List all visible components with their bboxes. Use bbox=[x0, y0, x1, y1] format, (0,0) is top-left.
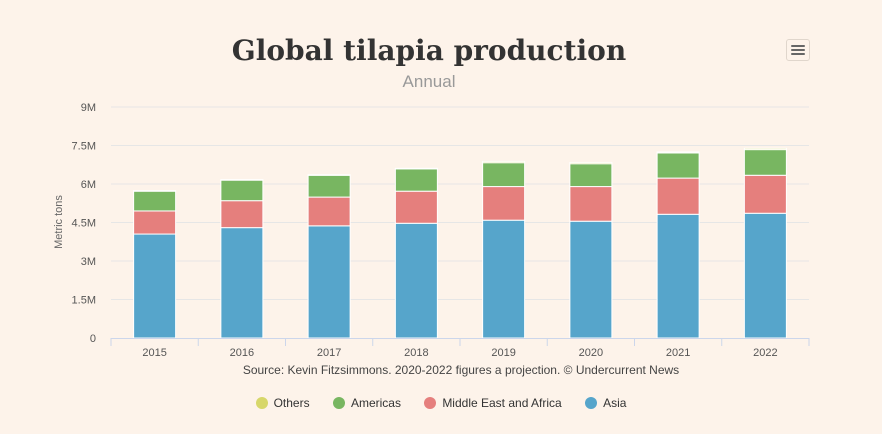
bar-middle-east-and-africa-2018[interactable] bbox=[394, 190, 438, 224]
y-tick-label: 3M bbox=[81, 256, 96, 268]
bar-asia-2021[interactable] bbox=[656, 213, 700, 339]
bar-americas-2016[interactable] bbox=[220, 179, 264, 202]
grid-lines bbox=[111, 106, 809, 300]
legend-item-others[interactable]: Others bbox=[255, 396, 310, 410]
bar-americas-2017[interactable] bbox=[307, 174, 351, 198]
source-note: Source: Kevin Fitzsimmons. 2020-2022 fig… bbox=[242, 363, 680, 377]
bar-asia-2016[interactable] bbox=[220, 227, 264, 339]
legend: Others Americas Middle East and Africa A… bbox=[0, 396, 882, 410]
hamburger-menu-icon bbox=[791, 53, 805, 55]
bar-americas-2021[interactable] bbox=[656, 152, 700, 179]
y-axis-title: Metric tons bbox=[53, 195, 65, 249]
x-tick-label: 2021 bbox=[666, 347, 690, 359]
y-tick-label: 7.5M bbox=[72, 141, 96, 153]
x-tick-label: 2015 bbox=[142, 347, 166, 359]
bar-middle-east-and-africa-2020[interactable] bbox=[569, 186, 613, 222]
bar-asia-2018[interactable] bbox=[394, 222, 438, 339]
bar-middle-east-and-africa-2017[interactable] bbox=[307, 196, 351, 227]
chart-subtitle: Annual bbox=[402, 72, 456, 91]
bar-others-2017[interactable] bbox=[307, 174, 351, 176]
bar-asia-2017[interactable] bbox=[307, 225, 351, 339]
x-tick-label: 2016 bbox=[230, 347, 254, 359]
chart-title: Global tilapia production bbox=[231, 34, 627, 67]
bar-middle-east-and-africa-2016[interactable] bbox=[220, 200, 264, 229]
legend-item-middle-east-africa[interactable]: Middle East and Africa bbox=[424, 396, 562, 410]
bar-asia-2020[interactable] bbox=[569, 220, 613, 339]
legend-dot-icon bbox=[332, 397, 345, 409]
bar-americas-2020[interactable] bbox=[569, 163, 613, 188]
legend-dot-icon bbox=[424, 397, 437, 409]
bar-middle-east-and-africa-2015[interactable] bbox=[133, 210, 177, 235]
bar-middle-east-and-africa-2022[interactable] bbox=[743, 174, 787, 214]
legend-dot-icon bbox=[255, 397, 268, 409]
y-tick-label: 6M bbox=[81, 179, 96, 191]
chart-menu-button[interactable] bbox=[786, 39, 810, 61]
legend-label: Middle East and Africa bbox=[442, 396, 562, 410]
axes: 0 1.5M 3M 4.5M 6M 7.5M 9M 2015 2016 2017 2018 2019 2… bbox=[72, 102, 810, 359]
bar-others-2016[interactable] bbox=[220, 179, 264, 181]
legend-label: Others bbox=[273, 396, 310, 410]
legend-dot-icon bbox=[585, 397, 598, 409]
y-tick-label: 0 bbox=[90, 333, 96, 345]
bars bbox=[133, 147, 787, 339]
bar-others-2015[interactable] bbox=[133, 190, 177, 192]
bar-middle-east-and-africa-2021[interactable] bbox=[656, 177, 700, 215]
y-tick-label: 4.5M bbox=[72, 218, 96, 230]
bar-americas-2018[interactable] bbox=[394, 168, 438, 192]
bar-americas-2015[interactable] bbox=[133, 190, 177, 212]
bar-asia-2019[interactable] bbox=[482, 219, 526, 339]
bar-others-2020[interactable] bbox=[569, 161, 613, 165]
bar-others-2021[interactable] bbox=[656, 151, 700, 154]
y-tick-label: 1.5M bbox=[72, 295, 96, 307]
legend-label: Americas bbox=[350, 396, 401, 410]
legend-item-americas[interactable]: Americas bbox=[332, 396, 401, 410]
bar-middle-east-and-africa-2019[interactable] bbox=[482, 186, 526, 221]
y-tick-label: 9M bbox=[81, 102, 96, 114]
x-tick-label: 2022 bbox=[753, 347, 777, 359]
bar-americas-2022[interactable] bbox=[743, 149, 787, 176]
bar-asia-2022[interactable] bbox=[743, 212, 787, 339]
bar-others-2019[interactable] bbox=[482, 160, 526, 164]
x-tick-label: 2019 bbox=[491, 347, 515, 359]
legend-item-asia[interactable]: Asia bbox=[585, 396, 626, 410]
x-tick-label: 2018 bbox=[404, 347, 428, 359]
hamburger-menu-icon bbox=[791, 45, 805, 47]
x-tick-label: 2017 bbox=[317, 347, 341, 359]
bar-asia-2015[interactable] bbox=[133, 233, 177, 339]
legend-label: Asia bbox=[603, 396, 627, 410]
x-tick-label: 2020 bbox=[579, 347, 603, 359]
bar-others-2018[interactable] bbox=[394, 167, 438, 170]
hamburger-menu-icon bbox=[791, 49, 805, 51]
bar-others-2022[interactable] bbox=[743, 147, 787, 151]
bar-americas-2019[interactable] bbox=[482, 162, 526, 188]
